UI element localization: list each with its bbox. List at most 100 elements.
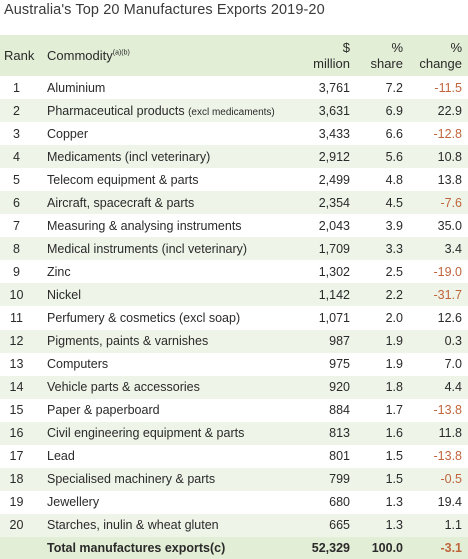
- rank-cell: 17: [9, 449, 24, 464]
- table-row: 8 Medical instruments (incl veterinary) 1,…: [0, 237, 468, 261]
- million-cell: 884: [329, 403, 350, 418]
- share-cell: 2.5: [385, 264, 403, 279]
- table-row: 3 Copper 3,433 6.6 -12.8: [0, 122, 468, 145]
- share-cell: 4.8: [385, 172, 403, 187]
- million-header-top: $: [342, 39, 350, 55]
- change-cell: -13.8: [433, 403, 463, 418]
- change-header-top: %: [450, 39, 462, 55]
- share-cell: 1.3: [385, 518, 403, 533]
- change-cell: -13.8: [433, 449, 463, 464]
- rank-cell: 15: [9, 403, 24, 418]
- million-cell: 813: [329, 426, 350, 441]
- commodity-cell: Civil engineering equipment & parts: [37, 422, 295, 445]
- commodity-cell: Medicaments (incl veterinary): [37, 145, 295, 168]
- commodity-name: Pharmaceutical products: [47, 103, 185, 118]
- million-cell: 2,499: [318, 172, 350, 187]
- rank-cell: 12: [9, 334, 24, 349]
- total-rank-cell: [0, 537, 37, 559]
- rank-cell: 16: [9, 426, 24, 441]
- commodity-cell: Aluminium: [37, 76, 295, 99]
- rank-cell: 9: [13, 264, 20, 279]
- share-cell: 6.9: [385, 103, 403, 118]
- million-cell: 2,354: [318, 195, 350, 210]
- share-header-top: %: [391, 39, 403, 55]
- rank-cell: 10: [9, 287, 24, 302]
- share-cell: 4.5: [385, 195, 403, 210]
- million-cell: 1,302: [318, 264, 350, 279]
- million-cell: 920: [329, 380, 350, 395]
- commodity-cell: Perfumery & cosmetics (excl soap): [37, 306, 295, 329]
- total-label: Total manufactures exports(c): [47, 540, 226, 555]
- change-cell: 22.9: [437, 103, 462, 118]
- rank-cell: 2: [13, 103, 20, 118]
- change-cell: -12.8: [433, 126, 463, 141]
- share-cell: 2.2: [385, 287, 403, 302]
- commodity-cell: Starches, inulin & wheat gluten: [37, 514, 295, 537]
- share-cell: 7.2: [385, 80, 403, 95]
- rank-cell: 5: [13, 172, 20, 187]
- million-header: $ million: [295, 35, 360, 76]
- share-cell: 1.5: [385, 449, 403, 464]
- commodity-name: Specialised machinery & parts: [47, 472, 216, 487]
- share-cell: 6.6: [385, 126, 403, 141]
- million-cell: 2,912: [318, 149, 350, 164]
- rank-cell: 14: [9, 380, 24, 395]
- change-cell: 1.1: [444, 518, 462, 533]
- change-cell: 12.6: [437, 310, 462, 325]
- commodity-cell: Pigments, paints & varnishes: [37, 330, 295, 353]
- table-footer: Total manufactures exports(c) 52,329 100…: [0, 536, 468, 559]
- commodity-cell: Lead: [37, 445, 295, 468]
- rank-cell: 20: [9, 518, 24, 533]
- share-header-bottom: share: [370, 55, 403, 71]
- commodity-cell: Specialised machinery & parts: [37, 468, 295, 491]
- table-row: 5 Telecom equipment & parts 2,499 4.8 13.8: [0, 168, 468, 191]
- million-cell: 1,142: [318, 287, 350, 302]
- table-row: 20 Starches, inulin & wheat gluten 665 1.3 1…: [0, 513, 468, 537]
- commodity-cell: Nickel: [37, 283, 295, 306]
- million-cell: 665: [329, 518, 350, 533]
- million-cell: 3,761: [318, 80, 350, 95]
- commodity-name: Medical instruments (incl veterinary): [47, 241, 248, 256]
- commodity-cell: Jewellery: [37, 491, 295, 514]
- rank-cell: 3: [13, 126, 20, 141]
- table-row: 12 Pigments, paints & varnishes 987 1.9 0.3: [0, 329, 468, 353]
- change-cell: -31.7: [433, 287, 463, 302]
- share-cell: 1.9: [385, 357, 403, 372]
- table-row: 4 Medicaments (incl veterinary) 2,912 5.6 10…: [0, 145, 468, 169]
- table-row: 9 Zinc 1,302 2.5 -19.0: [0, 260, 468, 283]
- commodity-name: Medicaments (incl veterinary): [47, 149, 211, 164]
- change-cell: -19.0: [433, 264, 463, 279]
- table-row: 16 Civil engineering equipment & parts 813…: [0, 421, 468, 445]
- million-cell: 799: [329, 472, 350, 487]
- rank-cell: 7: [13, 218, 20, 233]
- exports-table: Rank Commodity(a)(b) $ million % share % ch…: [0, 35, 468, 559]
- million-cell: 975: [329, 357, 350, 372]
- table-row: 13 Computers 975 1.9 7.0: [0, 353, 468, 376]
- million-cell: 3,631: [318, 103, 350, 118]
- change-cell: -11.5: [434, 80, 462, 95]
- table-row: 17 Lead 801 1.5 -13.8: [0, 445, 468, 468]
- share-cell: 3.3: [385, 241, 403, 256]
- total-change: -3.1: [440, 540, 462, 555]
- commodity-name: Perfumery & cosmetics (excl soap): [47, 310, 241, 325]
- share-cell: 1.3: [385, 495, 403, 510]
- change-cell: -7.6: [440, 195, 462, 210]
- table-row: 2 Pharmaceutical products (excl medicamen…: [0, 99, 468, 123]
- share-cell: 5.6: [385, 149, 403, 164]
- rank-cell: 19: [9, 495, 24, 510]
- commodity-cell: Pharmaceutical products (excl medicament…: [37, 99, 295, 122]
- change-cell: 10.8: [437, 149, 462, 164]
- change-cell: 19.4: [437, 495, 462, 510]
- table-row: 1 Aluminium 3,761 7.2 -11.5: [0, 76, 468, 99]
- rank-cell: 4: [13, 149, 20, 164]
- million-cell: 987: [329, 334, 350, 349]
- change-cell: 11.8: [438, 426, 462, 441]
- share-cell: 1.5: [385, 472, 403, 487]
- table-row: 11 Perfumery & cosmetics (excl soap) 1,071…: [0, 306, 468, 329]
- rank-cell: 8: [13, 241, 20, 256]
- commodity-name: Vehicle parts & accessories: [47, 380, 200, 395]
- commodity-note: (excl medicaments): [188, 106, 275, 118]
- commodity-cell: Computers: [37, 353, 295, 376]
- rank-cell: 13: [9, 357, 24, 372]
